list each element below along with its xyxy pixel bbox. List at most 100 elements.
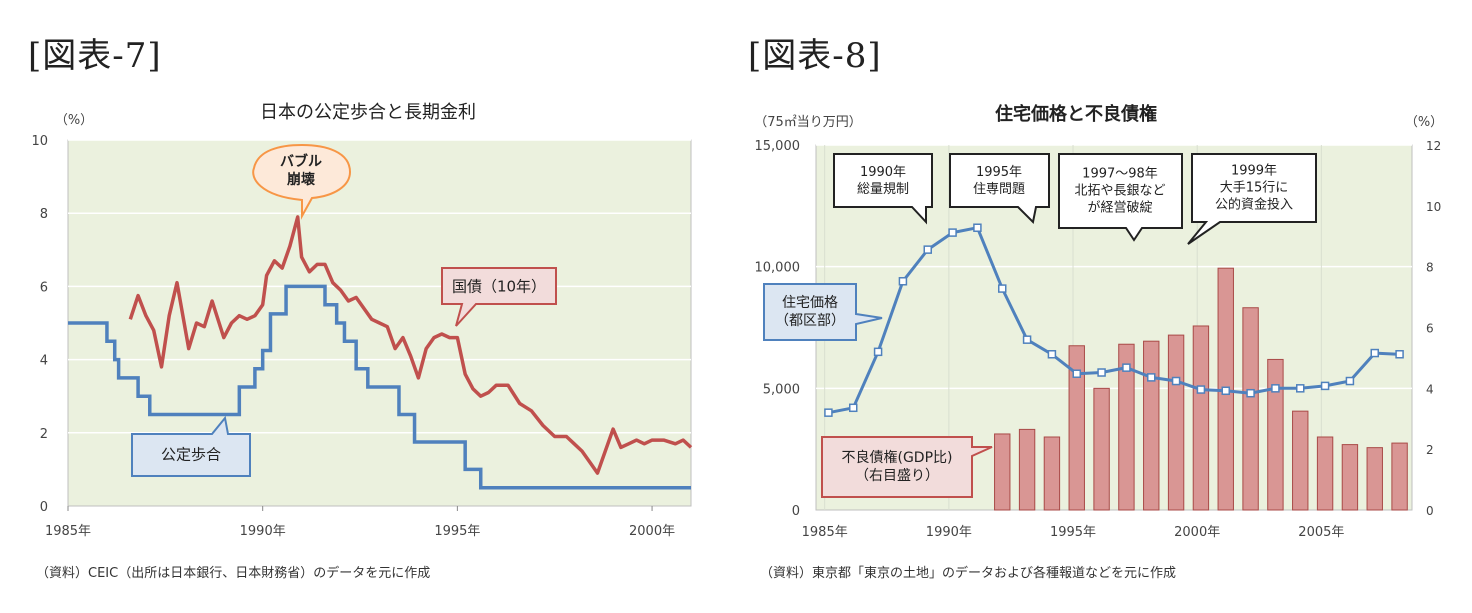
callout-npl-label-shape [821, 436, 993, 498]
callout-1997-failures-text-line: が経営破綻 [1087, 201, 1152, 216]
callout-1999-capital-text-line: 公的資金投入 [1215, 197, 1293, 213]
chart-8-y-left-tick-label: 15,000 [755, 139, 801, 154]
chart-8-y-right-tick-label: 12 [1426, 139, 1441, 153]
house-price-marker [973, 223, 982, 232]
chart-7-x-tick-label: 1990年 [240, 524, 286, 539]
callout-discount-rate-label-shape [131, 415, 251, 477]
series-discount-rate-line [68, 284, 691, 490]
chart-7-y-tick-label: 0 [40, 500, 48, 515]
npl-bar [1267, 358, 1284, 511]
house-price-marker [898, 277, 908, 286]
series-jgb-10y-line [128, 215, 693, 475]
figure-7-panel: [図表-7] 日本の公定歩合と長期金利 （%） 0 2 4 6 8 10 1985年 1990年 1… [0, 0, 730, 613]
chart-8-x-tick-label: 2000年 [1174, 525, 1220, 540]
chart-8-y-left-tick-label: 5,000 [763, 382, 800, 397]
callout-bubble-collapse-text-line: 崩壊 [287, 171, 316, 188]
house-price-marker [1122, 363, 1131, 372]
house-price-marker [1072, 369, 1081, 378]
chart-8-x-tick-label: 1985年 [802, 525, 848, 540]
chart-7-y-tick-label: 6 [40, 280, 48, 295]
npl-bar [1242, 307, 1259, 511]
npl-bar [994, 433, 1011, 511]
callout-jgb-label-text-line: 国債（10年） [452, 278, 546, 296]
npl-bar [1143, 340, 1160, 511]
house-price-marker [1097, 368, 1106, 377]
house-price-marker [1345, 376, 1355, 386]
npl-bar [1391, 442, 1408, 511]
callout-1990-regulation-text-line: 総量規制 [857, 182, 909, 197]
chart-8-y-left-tick-label: 10,000 [755, 261, 801, 276]
house-price-marker [1271, 384, 1280, 393]
callout-discount-rate-label-text-line: 公定歩合 [161, 446, 221, 464]
callout-bubble-collapse-shape [252, 143, 352, 220]
house-price-marker [923, 245, 932, 254]
npl-bar [1366, 447, 1383, 511]
chart-8-y-left-unit: （75㎡当り万円） [754, 115, 862, 130]
chart-8-source: （資料）東京都「東京の土地」のデータおよび各種報道などを元に作成 [760, 566, 1177, 581]
callout-npl-label-text-line: 不良債権(GDP比) [842, 449, 953, 466]
chart-7-x-tick-label: 1985年 [45, 524, 91, 539]
callout-npl-label-text-line: （右目盛り） [855, 468, 939, 484]
chart-8-y-right-tick-label: 10 [1426, 200, 1441, 214]
house-price-marker [1320, 381, 1330, 391]
npl-bar [1341, 444, 1359, 511]
chart-7-source: （資料）CEIC（出所は日本銀行、日本財務省）のデータを元に作成 [36, 566, 431, 581]
callout-1995-jusen-shape [949, 153, 1050, 225]
npl-bar [1043, 436, 1061, 511]
chart-8-y-right-tick-label: 6 [1426, 322, 1434, 336]
house-price-marker [1221, 386, 1230, 396]
chart-8-y-right-tick-label: 0 [1426, 504, 1434, 518]
figure-8-panel: [図表-8] 住宅価格と不良債権 （75㎡当り万円） （%） 0 5,000 10,000… [736, 0, 1472, 613]
house-price-marker [1296, 384, 1305, 393]
npl-bar [1167, 334, 1185, 511]
chart-8-y-right-tick-label: 8 [1426, 261, 1434, 275]
npl-bar [1018, 428, 1036, 511]
chart-8-svg: 住宅価格と不良債権 （75㎡当り万円） （%） 0 5,000 10,000 15,000 0… [754, 103, 1443, 540]
callout-1997-failures-shape [1058, 153, 1183, 242]
chart-8-x-tick-label: 1995年 [1050, 525, 1096, 540]
npl-bar [1093, 387, 1110, 511]
npl-bar [1118, 343, 1135, 511]
chart-7-y-unit: （%） [55, 113, 93, 128]
callout-1990-regulation-text-line: 1990年 [860, 165, 906, 180]
house-price-marker [824, 408, 833, 417]
chart-8-y-right-tick-label: 4 [1426, 382, 1434, 396]
chart-8-title: 住宅価格と不良債権 [995, 103, 1157, 125]
npl-bar [1292, 410, 1309, 511]
chart-8-y-right-tick-label: 2 [1426, 443, 1434, 457]
house-price-marker [1022, 335, 1032, 344]
house-price-marker [849, 403, 858, 413]
callout-jgb-label-shape [441, 267, 557, 327]
callout-bubble-collapse-text-line: バブル [280, 153, 322, 170]
house-price-marker [1395, 350, 1404, 359]
chart-8-y-right-unit: （%） [1405, 115, 1443, 130]
chart-8-x-tick-label: 2005年 [1298, 525, 1344, 540]
chart-7-y-tick-label: 4 [40, 354, 48, 369]
callout-1999-capital-shape [1187, 153, 1317, 245]
house-price-marker [948, 228, 957, 237]
callout-house-price-label-text-line: （都区部） [775, 313, 845, 329]
callout-1990-regulation-shape [833, 153, 933, 225]
figure-8-label: [図表-8] [748, 36, 882, 76]
chart-8-x-tick-label: 1990年 [926, 525, 972, 540]
house-price-marker [1370, 348, 1379, 358]
callout-1995-jusen-text-line: 1995年 [976, 165, 1022, 180]
house-price-marker [998, 284, 1007, 293]
house-price-marker [873, 347, 883, 357]
house-price-marker [1246, 388, 1255, 398]
figure-7-label: [図表-7] [28, 36, 162, 76]
callout-1997-failures-text-line: 北拓や長銀など [1074, 184, 1165, 199]
npl-bar [1068, 345, 1085, 511]
callout-1999-capital-text-line: 1999年 [1231, 164, 1277, 179]
house-price-marker [1147, 373, 1156, 382]
callout-1997-failures-text-line: 1997～98年 [1082, 167, 1158, 182]
house-price-marker [1171, 376, 1181, 386]
chart-7-x-tick-label: 2000年 [629, 524, 675, 539]
callout-1999-capital-text-line: 大手15行に [1220, 181, 1289, 196]
chart-8-y-left-tick-label: 0 [792, 504, 800, 519]
house-price-marker [1196, 385, 1206, 394]
chart-7-svg: 日本の公定歩合と長期金利 （%） 0 2 4 6 8 10 1985年 1990年 1995年 200… [31, 102, 693, 539]
chart-7-y-tick-label: 2 [40, 427, 48, 442]
npl-bar [1316, 436, 1334, 511]
chart-7-y-tick-label: 8 [40, 207, 48, 222]
